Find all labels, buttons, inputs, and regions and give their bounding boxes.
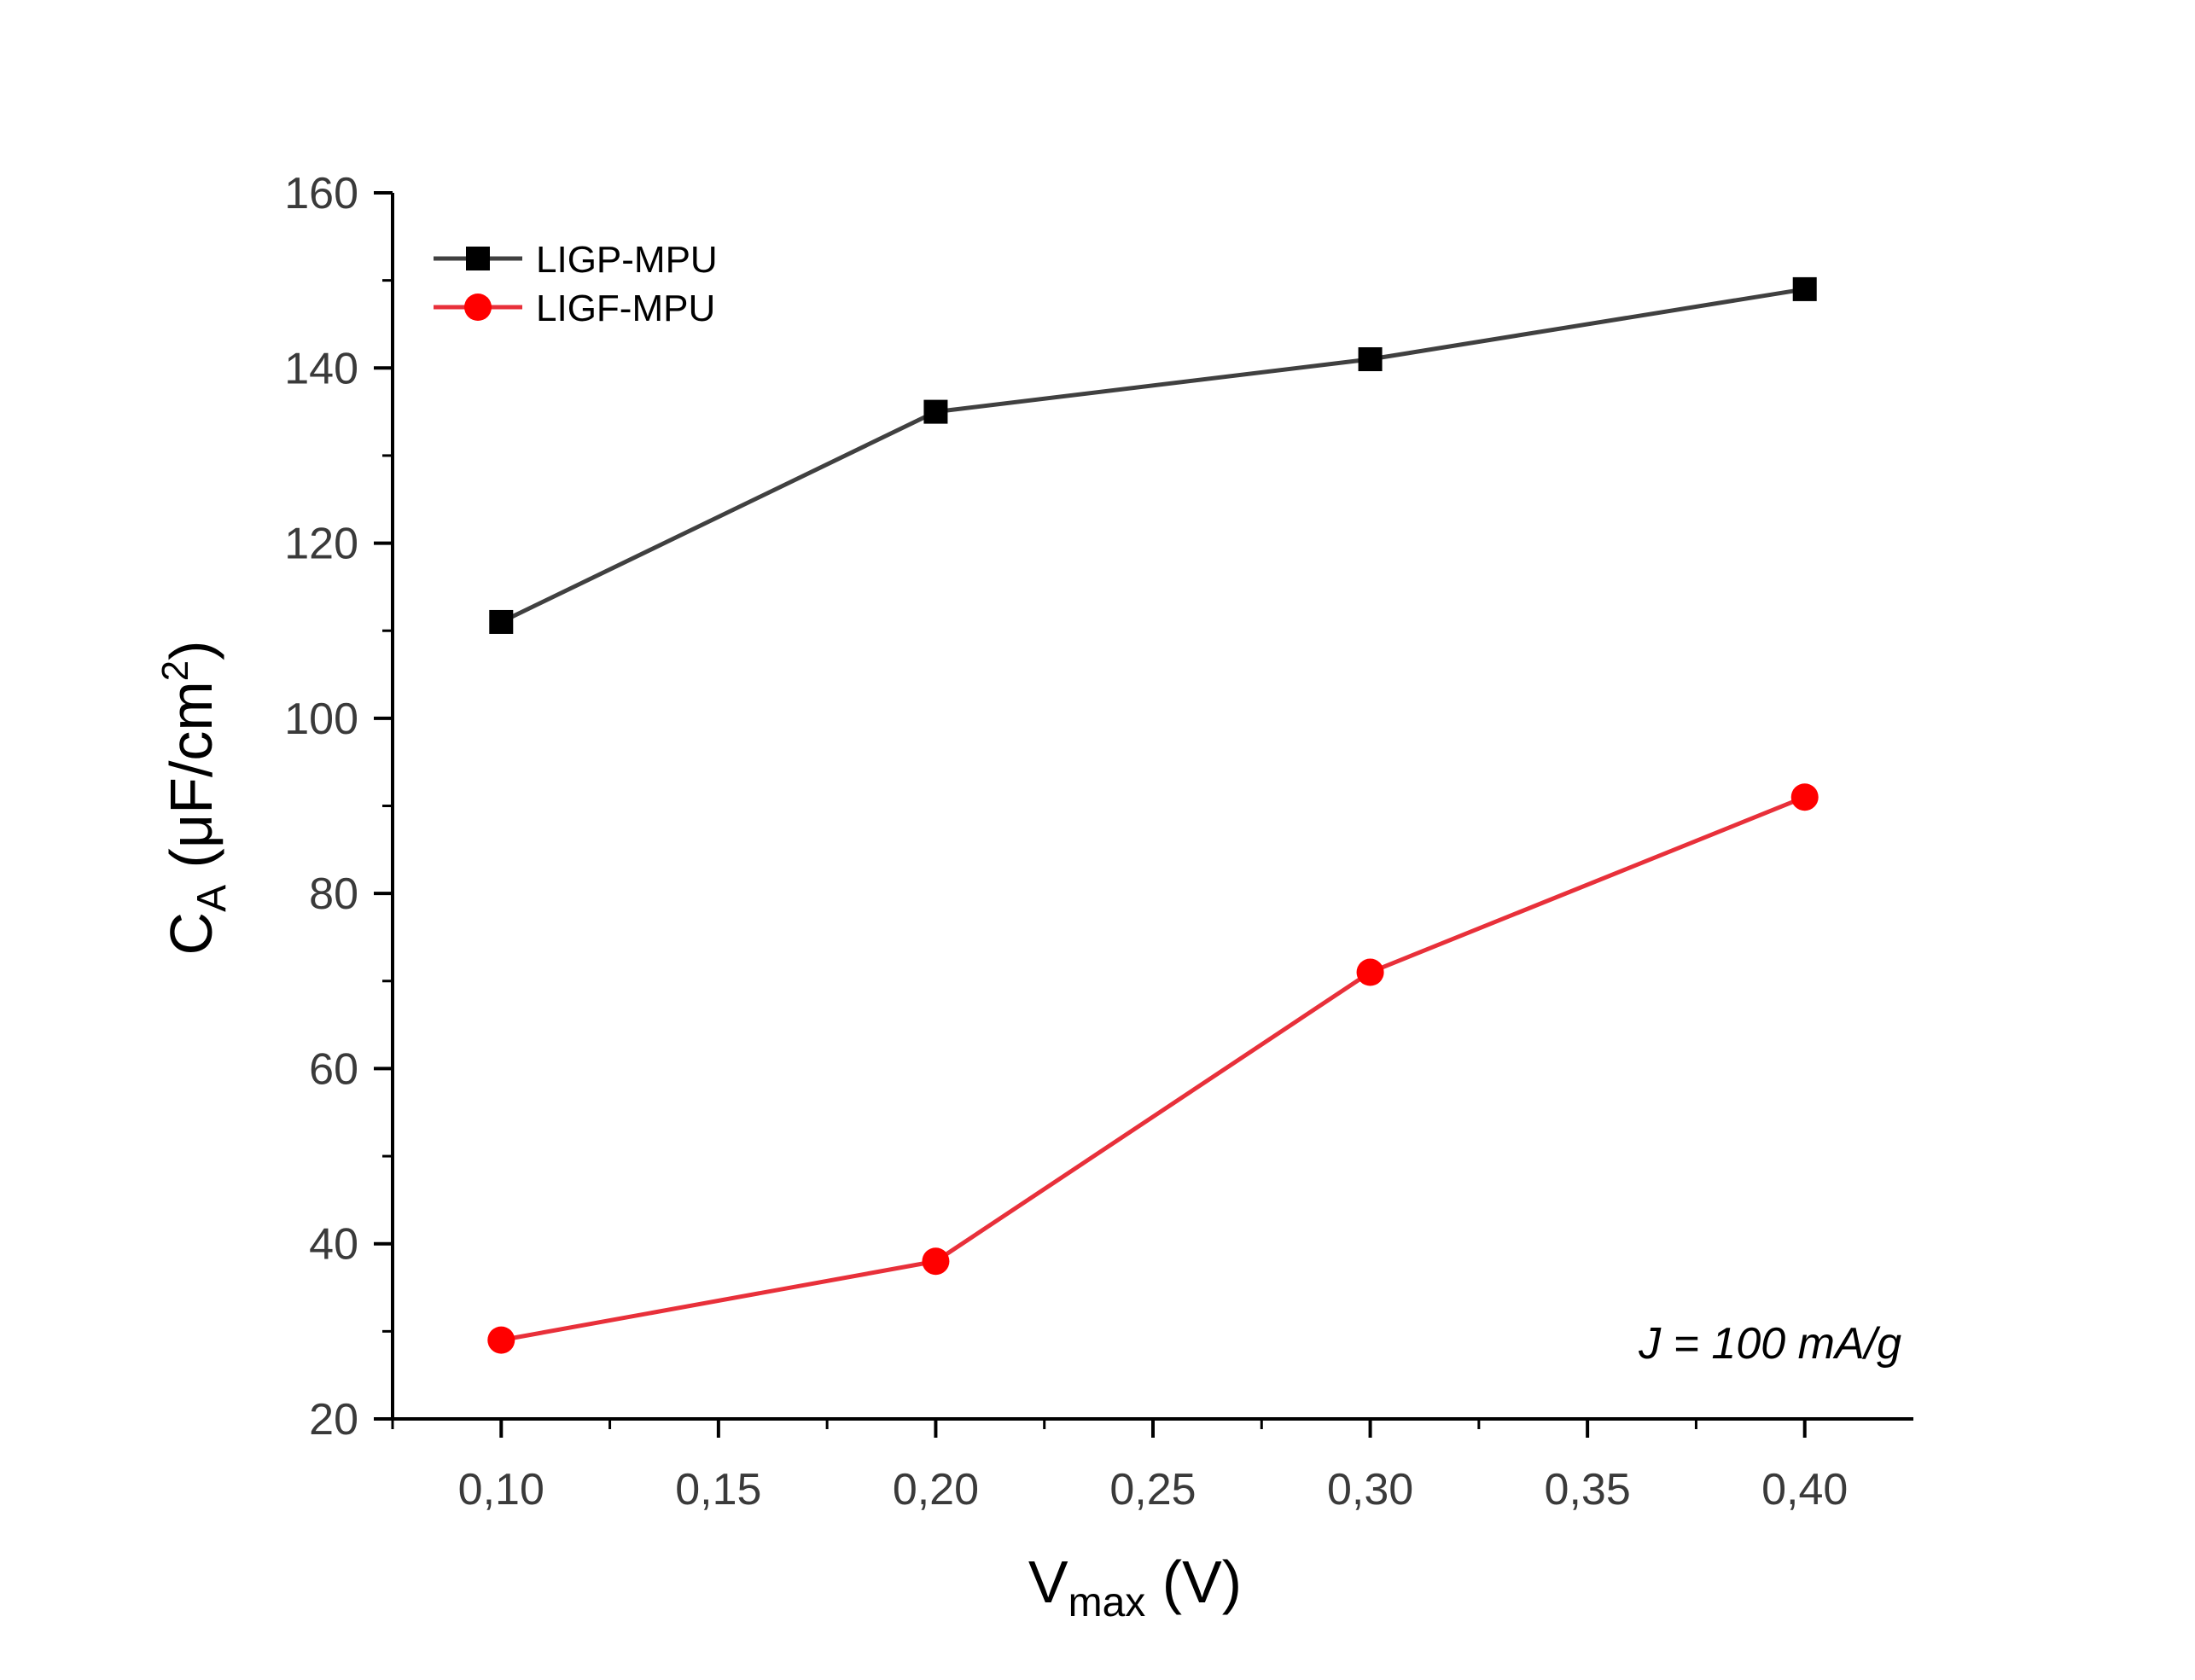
y-tick-label: 40 — [309, 1220, 358, 1270]
y-tick-label: 20 — [309, 1395, 358, 1445]
y-tick-label: 100 — [284, 695, 358, 744]
x-axis-title: Vmax (V) — [1028, 1549, 1242, 1625]
legend-marker-ligp-mpu — [466, 247, 490, 270]
x-tick-label: 0,15 — [675, 1465, 761, 1514]
data-point-ligp-mpu — [1792, 276, 1817, 301]
data-point-ligf-mpu — [1356, 958, 1384, 986]
data-point-ligf-mpu — [922, 1247, 950, 1276]
y-tick-label: 160 — [284, 169, 358, 218]
annotation-current-density: J = 100 mA/g — [1638, 1319, 1901, 1369]
x-axis-ticks: 0,10 0,15 0,20 0,25 0,30 0,35 0,40 — [391, 1419, 1848, 1514]
legend-label-ligf-mpu: LIGF-MPU — [536, 288, 715, 329]
y-tick-label: 120 — [284, 520, 358, 569]
x-tick-label: 0,35 — [1545, 1465, 1631, 1514]
y-tick-label: 60 — [309, 1044, 358, 1094]
data-point-ligf-mpu — [487, 1326, 515, 1354]
series-layer — [487, 276, 1819, 1354]
x-tick-label: 0,10 — [458, 1465, 544, 1514]
legend-marker-ligf-mpu — [464, 294, 492, 321]
legend: LIGP-MPU LIGF-MPU — [434, 239, 718, 329]
series-line-ligp-mpu — [500, 287, 1806, 625]
x-tick-label: 0,25 — [1109, 1465, 1196, 1514]
data-point-ligp-mpu — [923, 399, 948, 424]
y-tick-label: 140 — [284, 344, 358, 393]
axes — [391, 193, 1913, 1421]
y-axis-title: CA (μF/cm2) — [154, 641, 235, 956]
legend-label-ligp-mpu: LIGP-MPU — [536, 239, 718, 281]
y-axis-ticks: 20 40 60 80 100 120 140 160 — [284, 169, 393, 1445]
y-tick-label: 80 — [309, 869, 358, 919]
data-point-ligf-mpu — [1790, 783, 1819, 811]
x-tick-label: 0,20 — [893, 1465, 979, 1514]
data-point-ligp-mpu — [1358, 347, 1383, 372]
x-tick-label: 0,30 — [1327, 1465, 1413, 1514]
x-tick-label: 0,40 — [1761, 1465, 1848, 1514]
data-point-ligp-mpu — [489, 609, 514, 634]
series-line-ligf-mpu — [500, 794, 1806, 1343]
